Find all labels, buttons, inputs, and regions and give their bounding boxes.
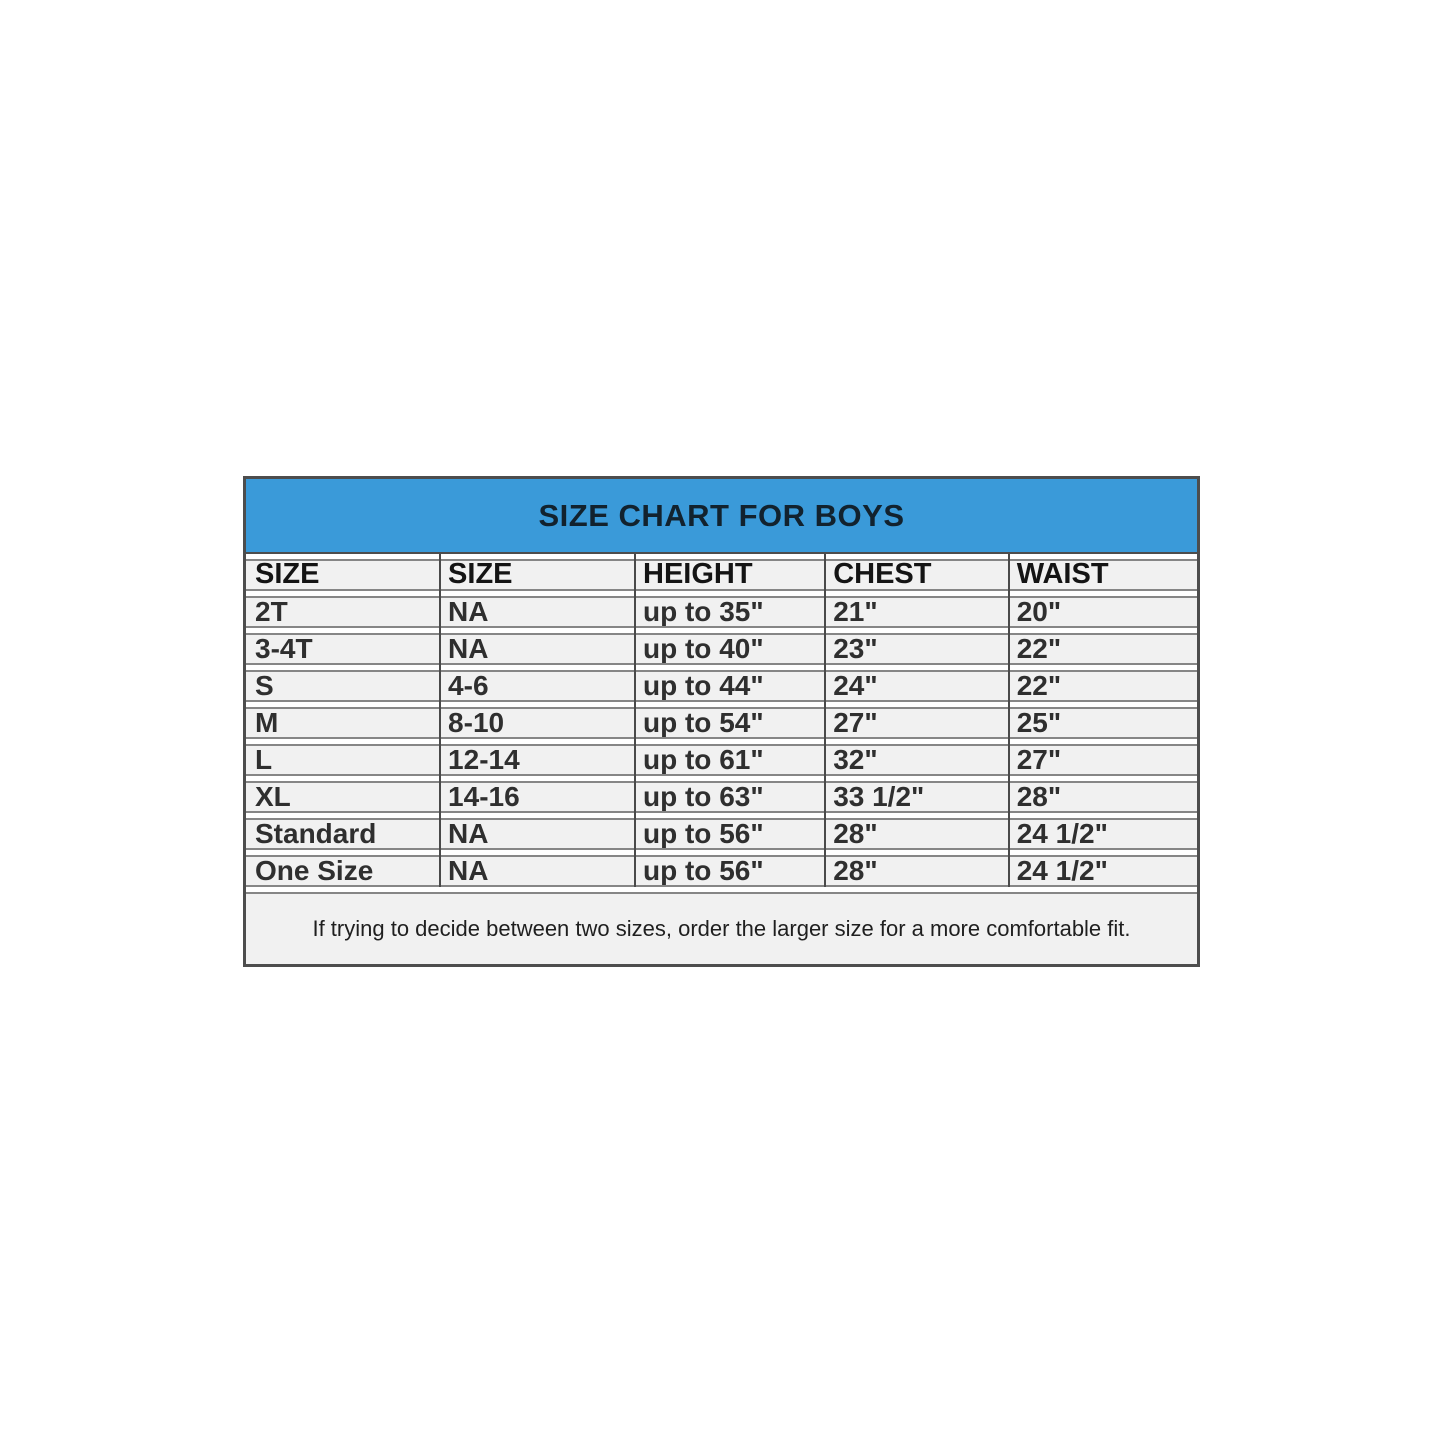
table-cell: 3-4T <box>246 633 440 665</box>
table-cell: 14-16 <box>439 781 634 813</box>
table-cell: 24 1/2" <box>1007 855 1197 887</box>
table-row: L 12-14 up to 61" 32" 27" <box>246 744 1197 776</box>
table-cell: up to 54" <box>634 707 825 739</box>
table-cell: 22" <box>1007 670 1197 702</box>
table-row: S 4-6 up to 44" 24" 22" <box>246 670 1197 702</box>
table-cell: up to 61" <box>634 744 825 776</box>
table-cell: up to 35" <box>634 596 825 628</box>
table-cell: 22" <box>1007 633 1197 665</box>
table-cell: 28" <box>824 855 1008 887</box>
table-row: One Size NA up to 56" 28" 24 1/2" <box>246 855 1197 887</box>
table-row: 3-4T NA up to 40" 23" 22" <box>246 633 1197 665</box>
table-cell: Standard <box>246 818 440 850</box>
table-row: 2T NA up to 35" 21" 20" <box>246 596 1197 628</box>
table-cell: 27" <box>824 707 1008 739</box>
table-cell: 2T <box>246 596 440 628</box>
column-divider <box>634 554 636 887</box>
table-cell: L <box>246 744 440 776</box>
table-cell: 32" <box>824 744 1008 776</box>
column-divider <box>439 554 442 887</box>
table-title: SIZE CHART FOR BOYS <box>538 498 905 533</box>
column-divider <box>824 554 827 887</box>
table-row: M 8-10 up to 54" 27" 25" <box>246 707 1197 739</box>
table-cell: 25" <box>1007 707 1197 739</box>
table-cell: 23" <box>824 633 1008 665</box>
table-cell: NA <box>439 855 634 887</box>
table-cell: 24" <box>824 670 1008 702</box>
table-cell: 8-10 <box>439 707 634 739</box>
table-cell: up to 56" <box>634 818 825 850</box>
column-divider <box>1007 554 1010 887</box>
footnote-text: If trying to decide between two sizes, o… <box>312 916 1131 941</box>
table-cell: XL <box>246 781 440 813</box>
table-cell: up to 63" <box>634 781 825 813</box>
table-row: Standard NA up to 56" 28" 24 1/2" <box>246 818 1197 850</box>
table-cell: NA <box>439 633 634 665</box>
table-footer-note: If trying to decide between two sizes, o… <box>246 892 1197 964</box>
table-cell: M <box>246 707 440 739</box>
table-cell: 12-14 <box>439 744 634 776</box>
table-title-bar: SIZE CHART FOR BOYS <box>246 479 1197 554</box>
table-row: XL 14-16 up to 63" 33 1/2" 28" <box>246 781 1197 813</box>
table-cell: 27" <box>1007 744 1197 776</box>
table-cell: One Size <box>246 855 440 887</box>
column-header-4: WAIST <box>1007 559 1197 591</box>
column-header-3: CHEST <box>824 559 1008 591</box>
table-cell: NA <box>439 818 634 850</box>
table-rows-area: SIZE SIZE HEIGHT CHEST WAIST 2T NA up to 35" 21… <box>246 554 1197 887</box>
table-cell: S <box>246 670 440 702</box>
size-chart-table: SIZE CHART FOR BOYS SIZE SIZE HEIGHT CHEST W… <box>243 476 1200 967</box>
table-cell: 33 1/2" <box>824 781 1008 813</box>
column-header-1: SIZE <box>439 559 634 591</box>
table-cell: up to 44" <box>634 670 825 702</box>
table-cell: 24 1/2" <box>1007 818 1197 850</box>
table-cell: up to 56" <box>634 855 825 887</box>
table-cell: 20" <box>1007 596 1197 628</box>
table-cell: up to 40" <box>634 633 825 665</box>
column-header-2: HEIGHT <box>634 559 825 591</box>
table-cell: NA <box>439 596 634 628</box>
table-header-row: SIZE SIZE HEIGHT CHEST WAIST <box>246 559 1197 591</box>
table-cell: 28" <box>824 818 1008 850</box>
table-body: 2T NA up to 35" 21" 20" 3-4T NA up to 40" 23" 22"… <box>246 596 1197 887</box>
table-cell: 28" <box>1007 781 1197 813</box>
table-cell: 21" <box>824 596 1008 628</box>
column-header-0: SIZE <box>246 559 440 591</box>
table-cell: 4-6 <box>439 670 634 702</box>
